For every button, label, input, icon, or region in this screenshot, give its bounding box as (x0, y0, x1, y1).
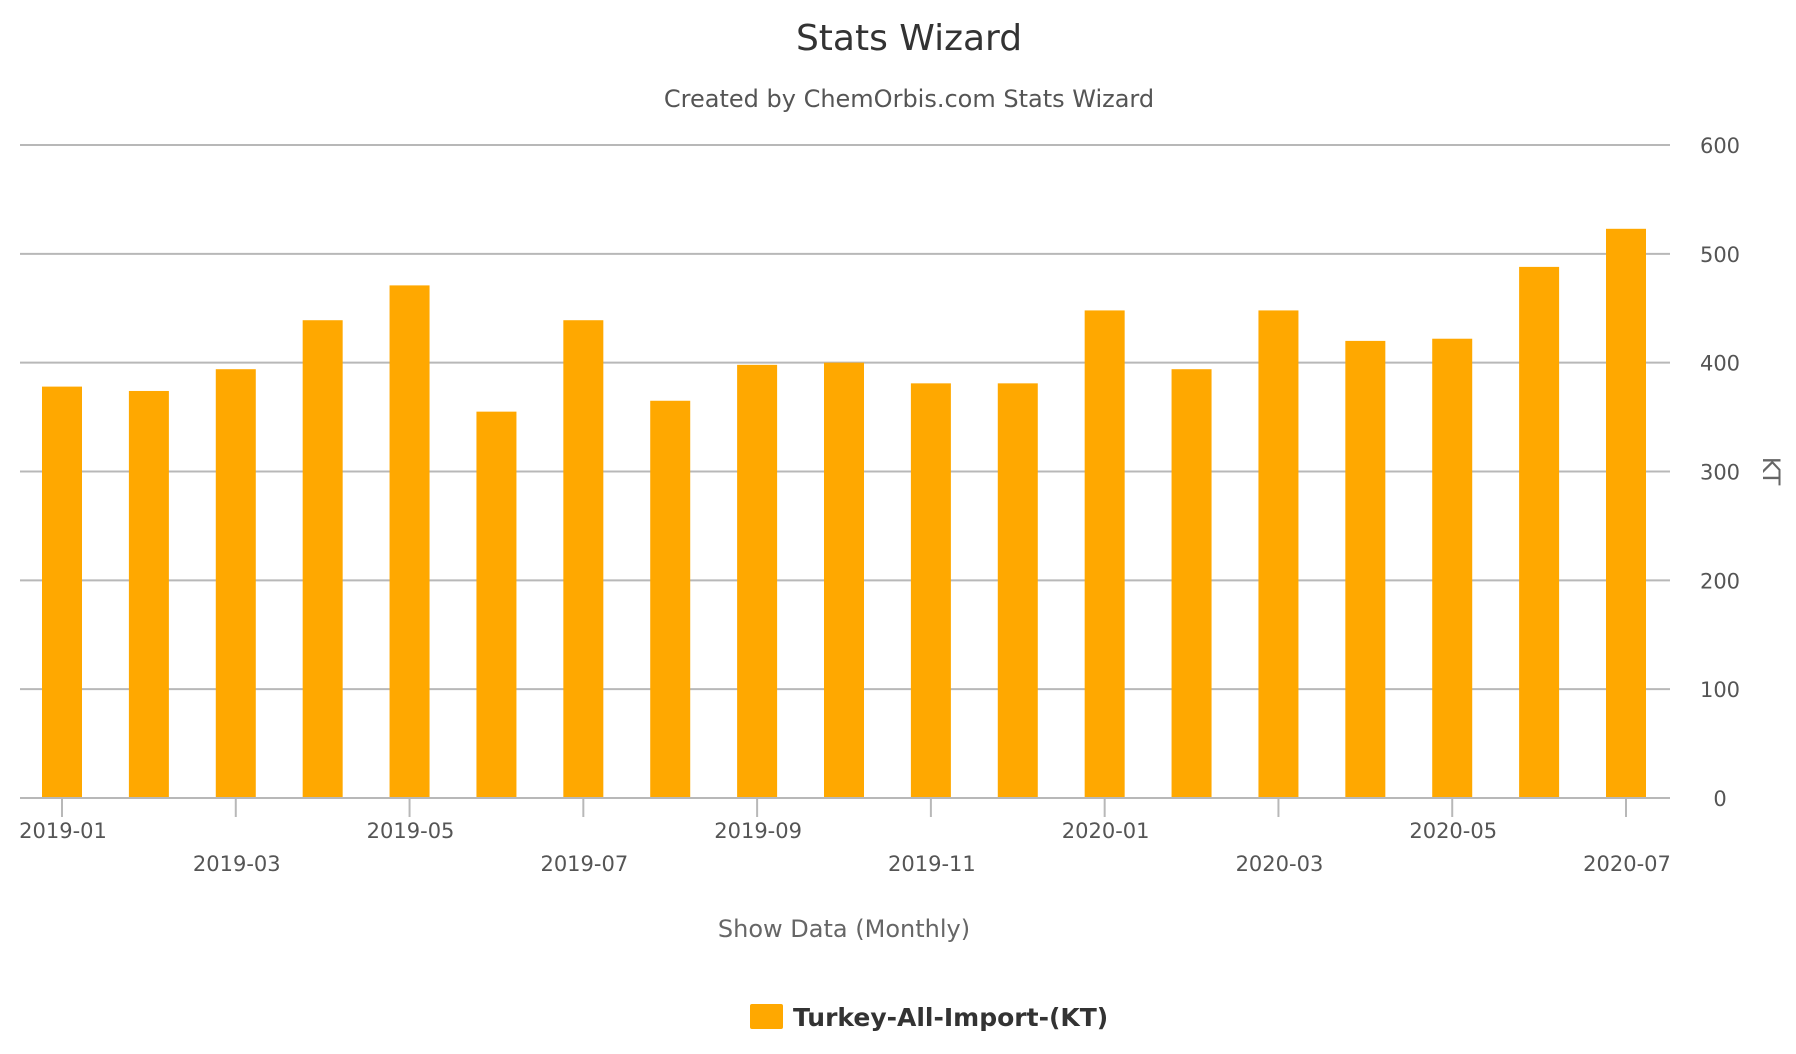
bar-2019-06 (476, 411, 517, 798)
x-axis-title: Show Data (Monthly) (718, 915, 970, 943)
bar-2020-06 (1519, 266, 1560, 799)
y-tick-label: 400 (1700, 352, 1740, 376)
y-tick-label: 600 (1700, 134, 1740, 158)
bar-2019-08 (650, 400, 691, 798)
legend-label: Turkey-All-Import-(KT) (793, 1003, 1108, 1032)
bar-2020-04 (1345, 340, 1386, 798)
x-tick-label: 2019-09 (714, 819, 802, 843)
y-axis-title: KT (1757, 457, 1785, 486)
x-tick-label: 2019-05 (367, 819, 455, 843)
legend-swatch (750, 1004, 783, 1029)
bar-2019-03 (215, 369, 256, 798)
bar-2020-03 (1258, 310, 1299, 798)
bar-2019-12 (997, 383, 1038, 798)
y-tick-label: 500 (1700, 243, 1740, 267)
bar-2019-10 (824, 362, 864, 798)
y-tick-label: 0 (1713, 787, 1726, 811)
x-tick-label: 2019-07 (540, 852, 628, 876)
bars (42, 228, 1646, 799)
y-tick-label: 200 (1700, 569, 1740, 593)
x-tick-label: 2020-07 (1583, 852, 1671, 876)
bar-2020-07 (1606, 228, 1646, 799)
bar-2019-02 (128, 390, 169, 798)
bar-2019-01 (42, 386, 82, 798)
x-tick-label: 2019-03 (193, 852, 281, 876)
chart-title: Stats Wizard (796, 18, 1022, 59)
x-tick-label: 2020-05 (1409, 819, 1497, 843)
y-axis: 0 100 200 300 400 500 600 (1700, 134, 1740, 811)
bar-2019-04 (302, 320, 343, 798)
bar-2019-09 (737, 364, 778, 798)
bar-2020-05 (1432, 338, 1473, 798)
x-tick-label: 2019-01 (19, 819, 107, 843)
x-axis: 2019-01 2019-03 2019-05 2019-07 2019-09 2019-… (19, 797, 1671, 876)
x-tick-label: 2020-03 (1236, 852, 1324, 876)
y-tick-label: 300 (1700, 461, 1740, 485)
bar-2019-07 (563, 320, 604, 798)
x-tick-label: 2019-11 (888, 852, 976, 876)
bar-2020-02 (1171, 369, 1212, 798)
x-tick-label: 2020-01 (1062, 819, 1150, 843)
bar-2019-11 (910, 383, 951, 798)
legend[interactable]: Turkey-All-Import-(KT) (750, 1003, 1108, 1032)
bar-2019-05 (389, 285, 430, 798)
bar-2020-01 (1084, 310, 1125, 798)
chart-subtitle: Created by ChemOrbis.com Stats Wizard (664, 85, 1154, 113)
y-tick-label: 100 (1700, 678, 1740, 702)
